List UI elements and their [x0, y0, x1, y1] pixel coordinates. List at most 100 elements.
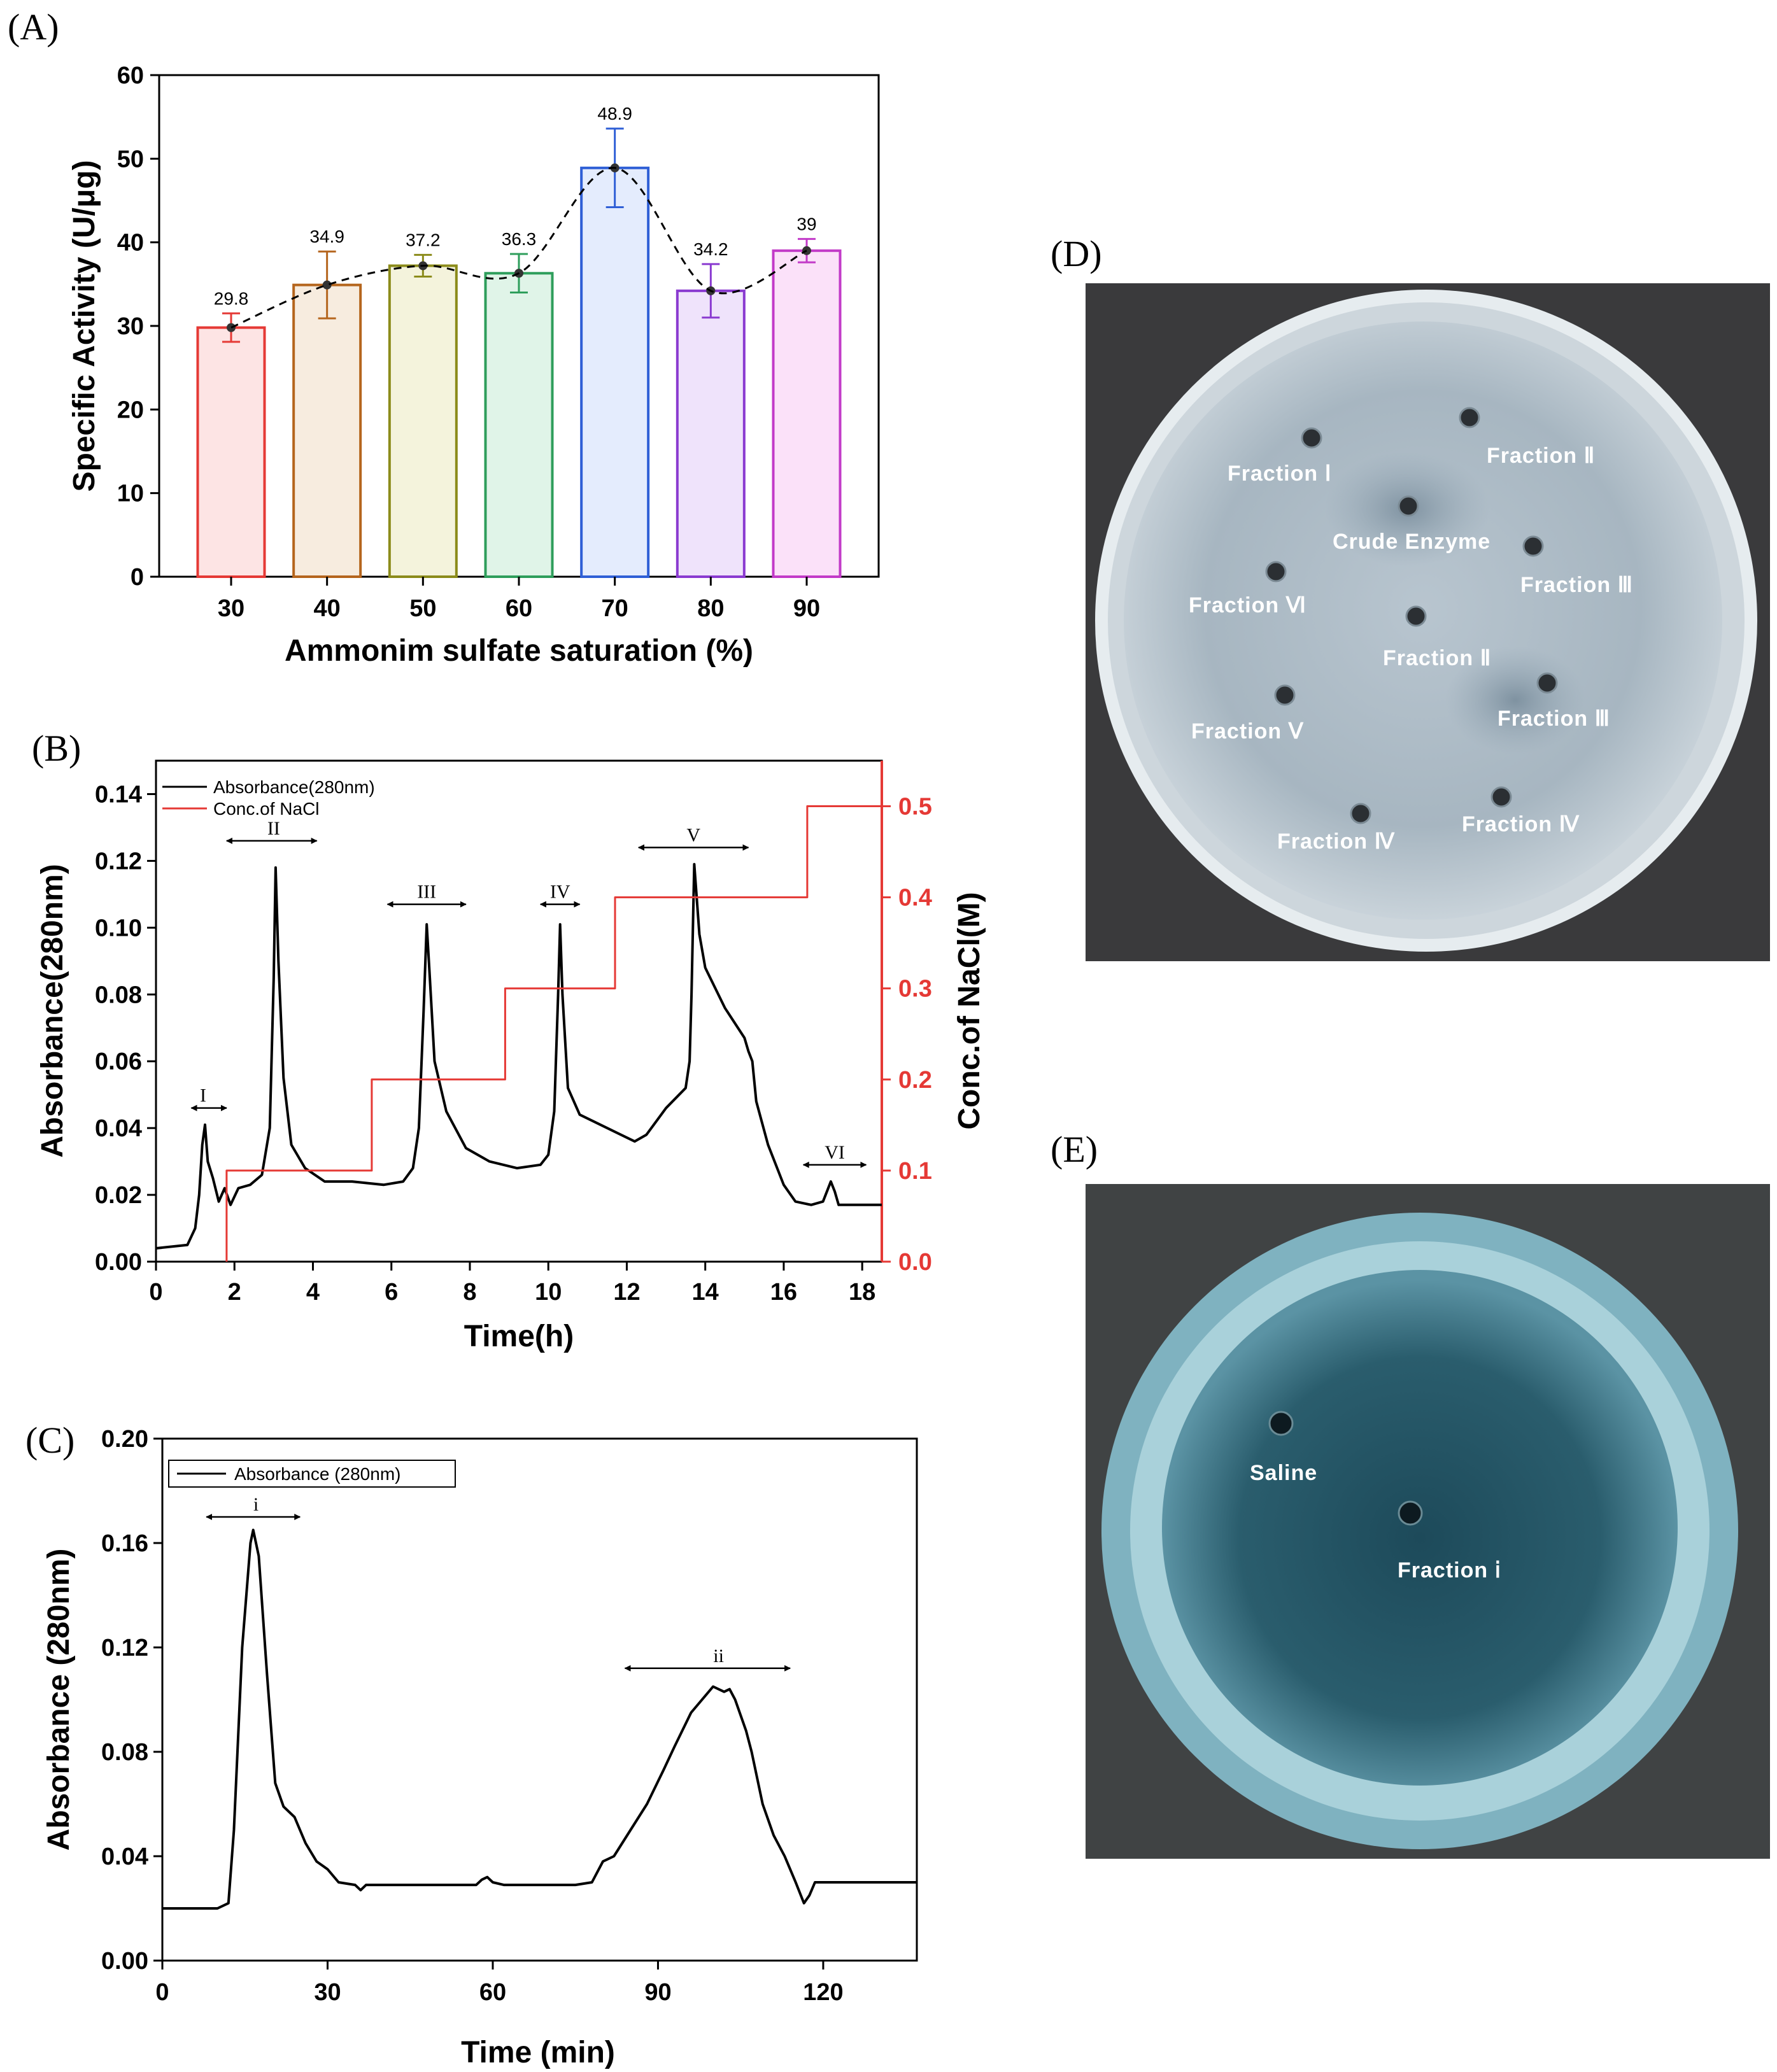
plate-d-label: Fraction Ⅲ — [1497, 707, 1610, 731]
x-tick-label: 12 — [613, 1279, 640, 1306]
y2-tick-label: 0.0 — [898, 1249, 932, 1276]
x-tick-label: 16 — [770, 1279, 797, 1306]
y-tick-label: 0.04 — [101, 1843, 148, 1870]
agar-well — [1536, 672, 1558, 694]
panel-b-x-axis-title: Time(h) — [464, 1320, 574, 1353]
agar-well — [1398, 1500, 1423, 1526]
y2-tick-label: 0.1 — [898, 1158, 932, 1185]
panel-c-y-axis-title: Absorbance (280nm) — [42, 1549, 76, 1851]
x-tick-label: 30 — [218, 595, 244, 622]
agar-well — [1490, 786, 1512, 808]
mean-point — [322, 280, 332, 290]
x-tick-label: 6 — [385, 1279, 398, 1306]
plate-e-label: Fraction ⅰ — [1398, 1558, 1501, 1582]
panel-d-label: (D) — [1051, 233, 1102, 274]
legend-absorbance-label: Absorbance (280nm) — [234, 1464, 400, 1484]
y-tick-label: 40 — [117, 230, 144, 257]
x-tick-label: 40 — [314, 595, 341, 622]
peak-label-I: I — [200, 1085, 206, 1106]
panel-e-agar-plate-photo: (E) Saline Fraction ⅰ — [1051, 1129, 1770, 1859]
x-tick-label: 90 — [644, 1979, 671, 2006]
legend-nacl-label: Conc.of NaCl — [213, 799, 320, 819]
x-tick-label: 120 — [803, 1979, 843, 2006]
series-line-1 — [225, 805, 882, 1262]
y-tick-label: 0.16 — [101, 1530, 148, 1557]
plate-d-label: Fraction Ⅳ — [1277, 829, 1395, 854]
y-tick-label: 30 — [117, 313, 144, 340]
panel-c-legend: Absorbance (280nm) — [168, 1460, 456, 1488]
panel-b-frame — [155, 759, 883, 1263]
y-tick-label: 50 — [117, 146, 144, 173]
y2-tick-label: 0.5 — [898, 794, 932, 821]
panel-a-bar-chart: (A) 29.8 34.9 37.2 36.3 48.9 34.2 39 30 40 50 60 7… — [8, 6, 880, 668]
agar-well — [1274, 684, 1296, 706]
x-tick-label: 0 — [155, 1979, 169, 2006]
panel-b-legend: Absorbance(280nm) Conc.of NaCl — [162, 777, 375, 819]
plate-d-label: Fraction Ⅰ — [1228, 462, 1332, 486]
panel-b-y2-axis-title: Conc.of NaCl(M) — [952, 892, 986, 1129]
panel-a-y-axis-title: Specific Activity (U/μg) — [67, 160, 101, 491]
x-tick-label: 30 — [314, 1979, 341, 2006]
peak-label-IV: IV — [550, 882, 570, 903]
panel-d-agar-plate-photo: (D) Fraction Ⅰ Fraction Ⅱ Crude Enzyme Frac… — [1051, 233, 1770, 961]
value-label-90: 39 — [796, 214, 816, 234]
value-label-40: 34.9 — [309, 227, 344, 246]
x-tick-label: 60 — [506, 595, 532, 622]
x-tick-label: 0 — [149, 1279, 162, 1306]
panel-c-x-axis-title: Time (min) — [461, 2036, 615, 2069]
bar-60 — [484, 272, 554, 578]
panel-c-frame — [161, 1437, 918, 1962]
panel-c-line-chart: (C) iii 0 30 60 90 1200.000.040.080.120.160.… — [25, 1420, 918, 2069]
x-tick-label: 14 — [692, 1279, 719, 1306]
bar-70 — [580, 166, 650, 578]
y-tick-label: 0.12 — [95, 848, 142, 875]
bar-40 — [292, 283, 362, 578]
value-label-80: 34.2 — [693, 239, 728, 259]
plate-d-label: Fraction Ⅴ — [1191, 719, 1304, 744]
y-tick-label: 0.14 — [95, 781, 142, 808]
y-tick-label: 0.04 — [95, 1115, 142, 1142]
agar-surface — [1162, 1270, 1678, 1786]
bar-90 — [772, 249, 842, 578]
y-tick-label: 0.08 — [95, 982, 142, 1008]
plate-d-label: Fraction Ⅱ — [1383, 646, 1491, 670]
x-tick-label: 80 — [697, 595, 724, 622]
plate-e-label: Saline — [1250, 1461, 1317, 1485]
peak-label-i: i — [253, 1494, 258, 1515]
y-tick-label: 0 — [131, 564, 144, 591]
plate-d-label: Crude Enzyme — [1333, 530, 1490, 554]
value-label-70: 48.9 — [597, 104, 632, 123]
plate-d-label: Fraction Ⅳ — [1462, 812, 1580, 836]
peak-label-V: V — [686, 824, 700, 845]
plate-d-label: Fraction Ⅲ — [1520, 573, 1633, 597]
x-tick-label: 4 — [306, 1279, 320, 1306]
y-tick-label: 0.02 — [95, 1182, 142, 1209]
x-tick-label: 60 — [479, 1979, 506, 2006]
bar-50 — [388, 264, 458, 578]
panel-e-label: (E) — [1051, 1129, 1098, 1170]
bar-80 — [676, 289, 746, 578]
legend-absorbance-label: Absorbance(280nm) — [213, 777, 375, 797]
y-tick-label: 0.08 — [101, 1739, 148, 1766]
agar-well — [1405, 605, 1427, 627]
bar-30 — [196, 326, 266, 578]
value-label-60: 36.3 — [502, 229, 537, 249]
y2-tick-label: 0.3 — [898, 976, 932, 1003]
panel-a-x-axis-title: Ammonim sulfate saturation (%) — [285, 634, 753, 668]
value-label-50: 37.2 — [406, 230, 441, 250]
agar-well — [1459, 407, 1480, 428]
peak-label-VI: VI — [825, 1142, 845, 1163]
y-tick-label: 0.06 — [95, 1048, 142, 1075]
panel-a-label: (A) — [8, 6, 59, 48]
trend-curve — [230, 167, 807, 328]
x-tick-label: 8 — [463, 1279, 476, 1306]
x-tick-label: 10 — [535, 1279, 562, 1306]
x-tick-label: 50 — [409, 595, 436, 622]
x-tick-label: 18 — [849, 1279, 875, 1306]
agar-well — [1522, 535, 1544, 557]
agar-well — [1398, 495, 1419, 517]
panel-b-label: (B) — [32, 728, 81, 769]
panel-c-label: (C) — [25, 1420, 74, 1461]
y-tick-label: 20 — [117, 397, 144, 423]
